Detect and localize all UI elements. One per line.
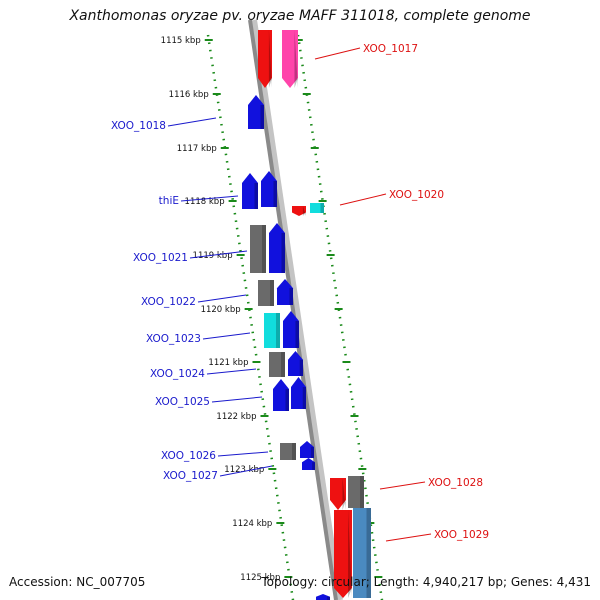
gene-block-xoo-1026-gray [280, 443, 296, 460]
gene-arrow-thie-b [261, 171, 277, 207]
gene-label[interactable]: XOO_1026 [161, 450, 216, 462]
gene-arrow-xoo-1025 [273, 379, 289, 411]
gene-leader-line [219, 465, 273, 477]
gene-leader-line [206, 368, 257, 375]
tick-label: 1119 kbp [193, 251, 233, 261]
gene-leader-line [197, 294, 247, 303]
gene-leader-line [211, 396, 263, 403]
gene-leader-line [189, 250, 248, 259]
gene-label[interactable]: XOO_1022 [141, 296, 196, 308]
tick-label: 1123 kbp [224, 465, 264, 475]
tick-label: 1124 kbp [232, 519, 272, 529]
gene-block-xoo-1023 [264, 313, 280, 348]
gene-block-xoo-1028-gray [348, 476, 364, 508]
gene-block-xoo-1024-gray [269, 352, 285, 377]
gene-label[interactable]: XOO_1025 [155, 396, 210, 408]
gene-arrow-xoo-1017 [258, 30, 272, 88]
gene-leader-line [379, 481, 426, 490]
tick-label: 1121 kbp [208, 358, 248, 368]
tick-label: 1117 kbp [177, 144, 217, 154]
gene-features [242, 30, 371, 600]
reverse-rail [296, 34, 384, 600]
tick-label: 1120 kbp [201, 305, 241, 315]
gene-leader-line [180, 195, 239, 202]
gene-block-xoo-1020-b [310, 203, 324, 213]
gene-label[interactable]: XOO_1027 [163, 470, 218, 482]
gene-leader-line [167, 117, 217, 127]
backbone-shadow [251, 19, 343, 600]
gene-leader-line [385, 533, 432, 542]
gene-arrow-xoo-1029 [334, 510, 352, 598]
forward-rail [206, 34, 295, 600]
gene-leader-line [202, 332, 251, 340]
scale-ticks: 1115 kbp 1116 kbp 1117 kbp 1118 kbp 1119 kbp… [161, 36, 383, 583]
gene-arrow-next [316, 594, 330, 600]
gene-leader-line [217, 451, 269, 457]
gene-arrow-xoo-1020 [292, 206, 306, 216]
tick-label: 1125 kbp [240, 573, 280, 583]
map-title: Xanthomonas oryzae pv. oryzae MAFF 31101… [69, 8, 531, 24]
gene-label[interactable]: XOO_1024 [150, 368, 205, 380]
gene-arrow-xoo-1017-b [282, 30, 298, 88]
gene-label[interactable]: XOO_1017 [363, 43, 418, 55]
gene-arrow-xoo-1018 [248, 95, 264, 129]
gene-label[interactable]: XOO_1029 [434, 529, 489, 541]
gene-arrow-xoo-1026 [300, 441, 314, 458]
gene-arrow-xoo-1028 [330, 478, 346, 510]
gene-arrow-xoo-1024 [288, 351, 303, 376]
gene-arrow-xoo-1021 [269, 223, 285, 273]
gene-block-xoo-1022-gray [258, 280, 274, 306]
tick-label: 1116 kbp [169, 90, 209, 100]
gene-arrow-xoo-1027 [302, 458, 315, 470]
accession-text: Accession: NC_007705 [9, 575, 146, 589]
tick-label: 1115 kbp [161, 36, 201, 46]
gene-label[interactable]: thiE [159, 195, 179, 207]
tick-label: 1122 kbp [216, 412, 256, 422]
gene-label[interactable]: XOO_1020 [389, 189, 444, 201]
backbone-line [248, 19, 338, 600]
gene-block-xoo-1021-gray [250, 225, 266, 273]
gene-arrow-xoo-1022 [277, 279, 293, 305]
topology-summary: Topology: circular; Length: 4,940,217 bp… [261, 575, 591, 589]
gene-labels: XOO_1017 XOO_1018 thiE XOO_1020 XOO_1021 XOO_… [111, 43, 489, 542]
gene-block-xoo-1029 [353, 508, 371, 598]
gene-leader-line [314, 47, 361, 60]
tick-label: 1118 kbp [185, 197, 225, 207]
gene-label[interactable]: XOO_1021 [133, 252, 188, 264]
gene-label[interactable]: XOO_1023 [146, 333, 201, 345]
gene-label[interactable]: XOO_1028 [428, 477, 483, 489]
gene-leader-line [339, 193, 387, 206]
gene-arrow-xoo-1025-b [291, 377, 306, 409]
gene-arrow-xoo-1023 [283, 311, 299, 348]
gene-arrow-thie [242, 173, 258, 209]
gene-label[interactable]: XOO_1018 [111, 120, 166, 132]
